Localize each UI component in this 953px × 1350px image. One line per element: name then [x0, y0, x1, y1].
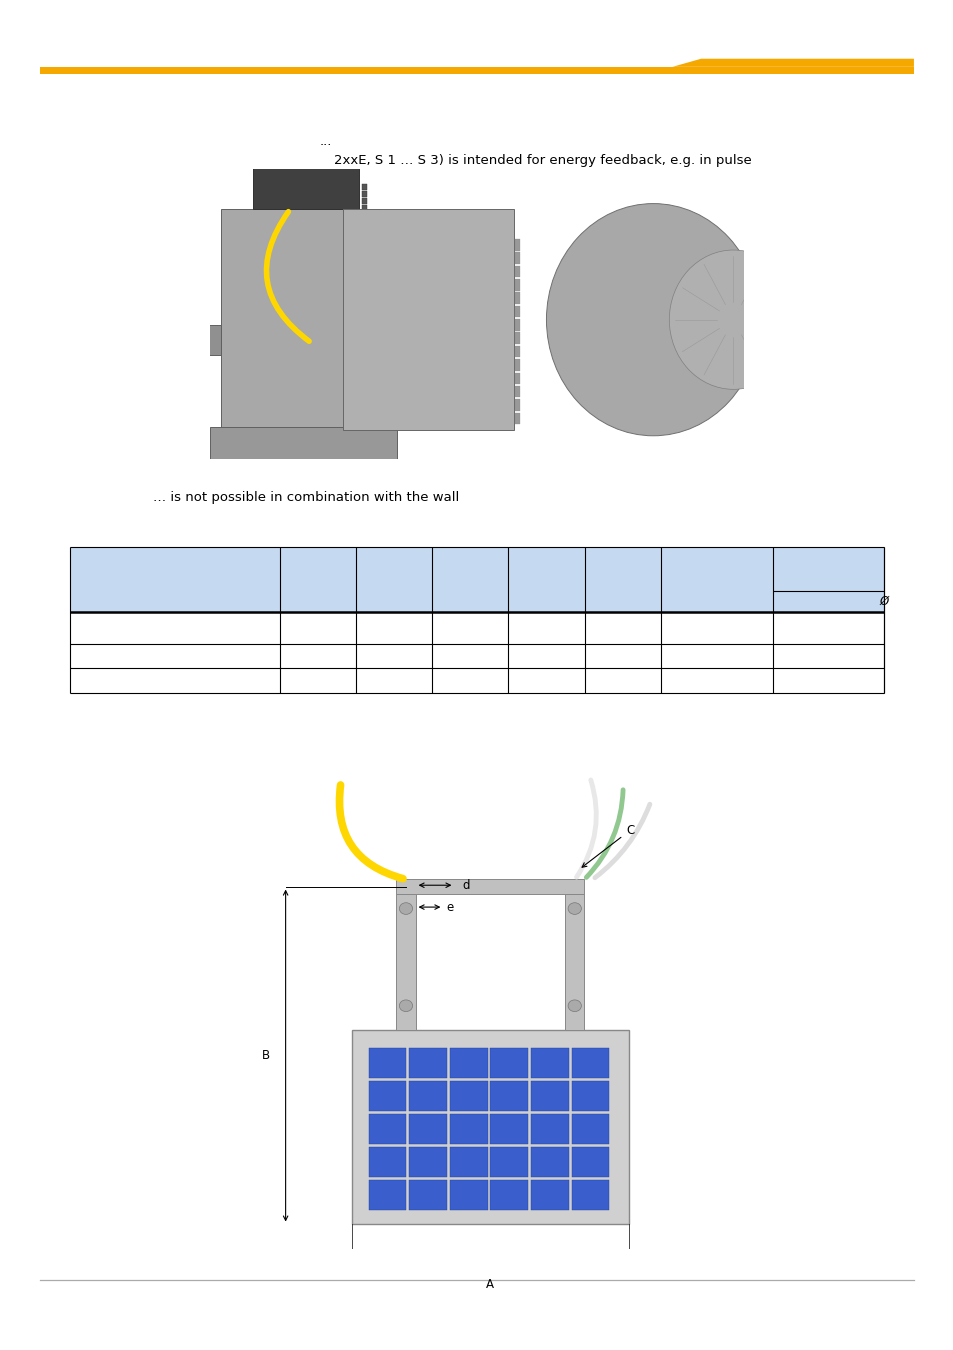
Bar: [409, 1114, 447, 1143]
Bar: [490, 1048, 528, 1077]
Bar: [490, 1146, 528, 1177]
Bar: [40, 68, 913, 74]
Text: Ø: Ø: [879, 595, 888, 608]
Bar: [515, 266, 519, 277]
Bar: [395, 879, 584, 894]
Bar: [210, 427, 396, 459]
Text: e: e: [446, 900, 453, 914]
Bar: [531, 1180, 568, 1210]
Bar: [362, 227, 367, 231]
Bar: [409, 1180, 447, 1210]
Bar: [515, 359, 519, 371]
Bar: [571, 1080, 609, 1111]
Bar: [362, 234, 367, 239]
Bar: [449, 1180, 487, 1210]
Bar: [70, 612, 883, 693]
Bar: [515, 305, 519, 317]
Text: 2xxE, S 1 … S 3) is intended for energy feedback, e.g. in pulse: 2xxE, S 1 … S 3) is intended for energy …: [334, 154, 751, 167]
Circle shape: [567, 903, 580, 914]
FancyArrowPatch shape: [339, 784, 402, 879]
FancyArrowPatch shape: [595, 805, 649, 878]
Bar: [571, 1146, 609, 1177]
Circle shape: [399, 1000, 413, 1011]
Bar: [362, 185, 367, 189]
FancyArrowPatch shape: [266, 212, 309, 342]
Bar: [571, 1114, 609, 1143]
Polygon shape: [672, 58, 913, 68]
Bar: [362, 219, 367, 224]
Bar: [362, 205, 367, 211]
Bar: [515, 386, 519, 397]
Bar: [515, 373, 519, 385]
Bar: [531, 1048, 568, 1077]
Bar: [490, 1114, 528, 1143]
Text: ...: ...: [319, 135, 332, 148]
Bar: [368, 1180, 406, 1210]
Bar: [253, 128, 359, 209]
Bar: [409, 1048, 447, 1077]
Bar: [368, 1048, 406, 1077]
Bar: [449, 1146, 487, 1177]
Text: B: B: [262, 1049, 270, 1062]
Bar: [531, 1114, 568, 1143]
Bar: [515, 400, 519, 410]
Bar: [515, 319, 519, 331]
Text: A: A: [486, 1278, 494, 1291]
Bar: [409, 1080, 447, 1111]
Bar: [368, 1080, 406, 1111]
Bar: [531, 1146, 568, 1177]
Bar: [70, 547, 883, 612]
FancyArrowPatch shape: [586, 790, 622, 878]
Bar: [490, 1180, 528, 1210]
Bar: [362, 212, 367, 217]
Bar: [449, 1048, 487, 1077]
Bar: [564, 894, 584, 1030]
Bar: [395, 894, 416, 1030]
Bar: [409, 1146, 447, 1177]
Bar: [531, 1080, 568, 1111]
Bar: [515, 279, 519, 290]
Bar: [368, 1114, 406, 1143]
Circle shape: [399, 903, 413, 914]
Circle shape: [546, 204, 760, 436]
Bar: [449, 1114, 487, 1143]
Bar: [362, 198, 367, 204]
Bar: [220, 209, 380, 429]
Bar: [515, 413, 519, 424]
Text: C: C: [625, 825, 634, 837]
Circle shape: [567, 1000, 580, 1011]
Bar: [515, 239, 519, 251]
Text: … is not possible in combination with the wall: … is not possible in combination with th…: [152, 491, 458, 505]
Bar: [362, 192, 367, 197]
Bar: [515, 346, 519, 358]
FancyArrowPatch shape: [576, 780, 596, 878]
Bar: [571, 1180, 609, 1210]
Bar: [368, 1146, 406, 1177]
Bar: [490, 1080, 528, 1111]
Bar: [515, 252, 519, 265]
Bar: [449, 1080, 487, 1111]
Text: d: d: [462, 879, 470, 892]
Circle shape: [669, 250, 797, 389]
Bar: [352, 1030, 628, 1224]
Bar: [515, 293, 519, 304]
Bar: [189, 325, 220, 355]
Bar: [343, 209, 514, 429]
Bar: [515, 332, 519, 344]
Bar: [571, 1048, 609, 1077]
